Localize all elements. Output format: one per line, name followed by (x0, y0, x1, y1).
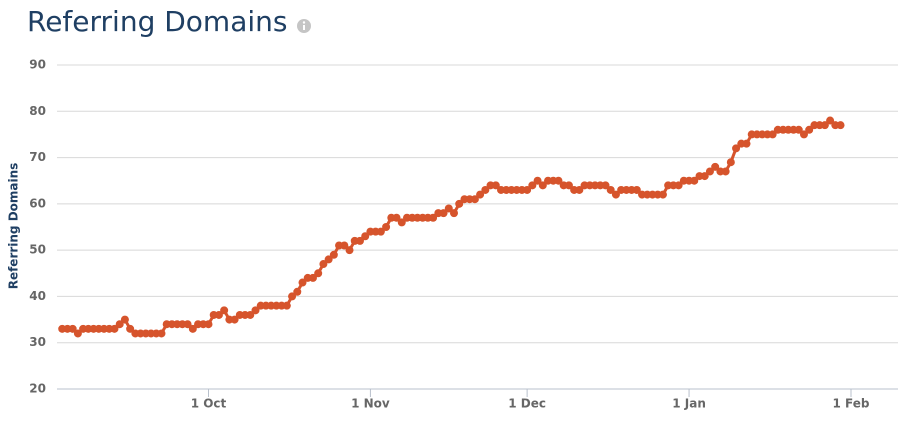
data-point (293, 287, 302, 296)
data-point (476, 190, 485, 199)
data-point (288, 292, 297, 301)
data-point (157, 329, 166, 338)
data-point (204, 320, 213, 329)
y-tick-label: 60 (29, 196, 46, 210)
data-point (429, 213, 438, 222)
data-point (439, 209, 448, 218)
x-tick-label: 1 Feb (833, 397, 870, 411)
x-tick-label: 1 Dec (508, 397, 546, 411)
data-point (345, 246, 354, 255)
y-tick-label: 30 (29, 335, 46, 349)
data-line (62, 118, 841, 336)
data-point (805, 125, 814, 134)
data-point (523, 185, 532, 194)
data-point (606, 185, 615, 194)
y-tick-label: 20 (29, 382, 46, 396)
data-point (214, 310, 223, 319)
data-point (382, 223, 391, 231)
data-point (397, 218, 406, 227)
data-point (314, 269, 323, 278)
data-point (575, 185, 584, 194)
data-point (183, 320, 192, 329)
y-axis-label: Referring Domains (7, 163, 21, 290)
data-point (732, 144, 741, 153)
y-tick-label: 40 (29, 289, 46, 303)
data-point (282, 301, 291, 310)
data-point (230, 315, 239, 324)
y-tick-label: 80 (29, 104, 46, 118)
data-point (298, 278, 307, 287)
data-point (308, 273, 317, 282)
x-tick-label: 1 Jan (672, 397, 706, 411)
data-point (481, 185, 490, 194)
data-point (794, 125, 803, 134)
data-point (528, 181, 537, 190)
data-point (700, 172, 709, 181)
x-tick-label: 1 Oct (191, 397, 227, 411)
data-point (115, 320, 124, 329)
data-point (726, 158, 735, 167)
data-point (392, 213, 401, 222)
x-tick-label: 1 Nov (351, 397, 390, 411)
y-tick-label: 90 (29, 58, 46, 72)
chart-title: Referring Domains (27, 5, 287, 38)
data-point (601, 181, 610, 190)
data-point (361, 232, 370, 241)
data-point (632, 185, 641, 194)
data-point (533, 176, 542, 185)
data-point (73, 329, 82, 338)
data-point (826, 116, 835, 125)
data-point (658, 190, 667, 199)
data-point (376, 227, 385, 236)
data-point (742, 139, 751, 148)
data-point (538, 181, 547, 190)
data-point (319, 260, 328, 269)
data-point (455, 199, 464, 208)
data-point (68, 324, 77, 333)
data-point (188, 324, 197, 333)
data-point (329, 250, 338, 259)
data-point (564, 181, 573, 190)
data-point (554, 176, 563, 185)
y-tick-label: 70 (29, 150, 46, 164)
data-point (110, 324, 119, 333)
data-point (220, 306, 229, 315)
data-point (820, 121, 829, 130)
data-point (355, 236, 364, 245)
data-point (246, 310, 255, 319)
data-point (449, 209, 458, 218)
data-point (711, 162, 720, 171)
data-point (611, 190, 620, 199)
data-point (705, 167, 714, 176)
data-point (674, 181, 683, 190)
data-point (836, 121, 845, 130)
data-point (721, 167, 730, 176)
data-point (444, 204, 453, 213)
data-point (251, 306, 260, 315)
data-point (491, 181, 500, 190)
info-icon (297, 19, 311, 33)
data-point (126, 324, 135, 333)
data-point (799, 130, 808, 139)
data-point (470, 195, 479, 204)
data-point (120, 315, 129, 324)
data-point (690, 176, 699, 185)
data-point (768, 130, 777, 139)
y-tick-label: 50 (29, 243, 46, 257)
data-point (340, 241, 349, 250)
data-point (324, 255, 333, 264)
